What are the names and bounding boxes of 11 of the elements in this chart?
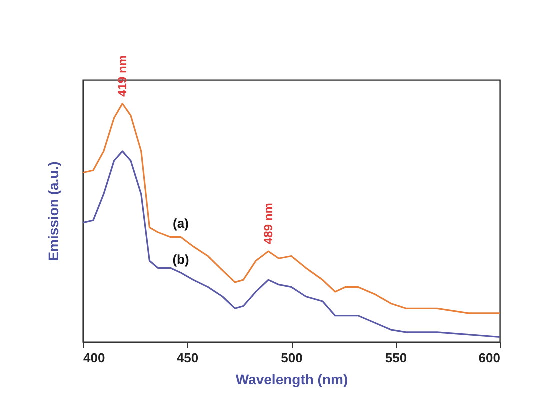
series-label: (a)	[173, 216, 189, 232]
annotation: 489 nm	[262, 203, 276, 244]
x-tick-label: 600	[478, 350, 500, 366]
x-tick-label: 400	[84, 350, 106, 366]
series-label: (b)	[172, 252, 190, 267]
x-tick-label: 500	[281, 350, 303, 366]
y-axis-title: Emission (a.u.)	[46, 162, 62, 262]
x-tick-label: 450	[176, 350, 199, 366]
x-tick-label: 550	[385, 350, 408, 366]
x-axis-title: Wavelength (nm)	[236, 372, 348, 388]
annotation: 419 nm	[116, 55, 130, 97]
